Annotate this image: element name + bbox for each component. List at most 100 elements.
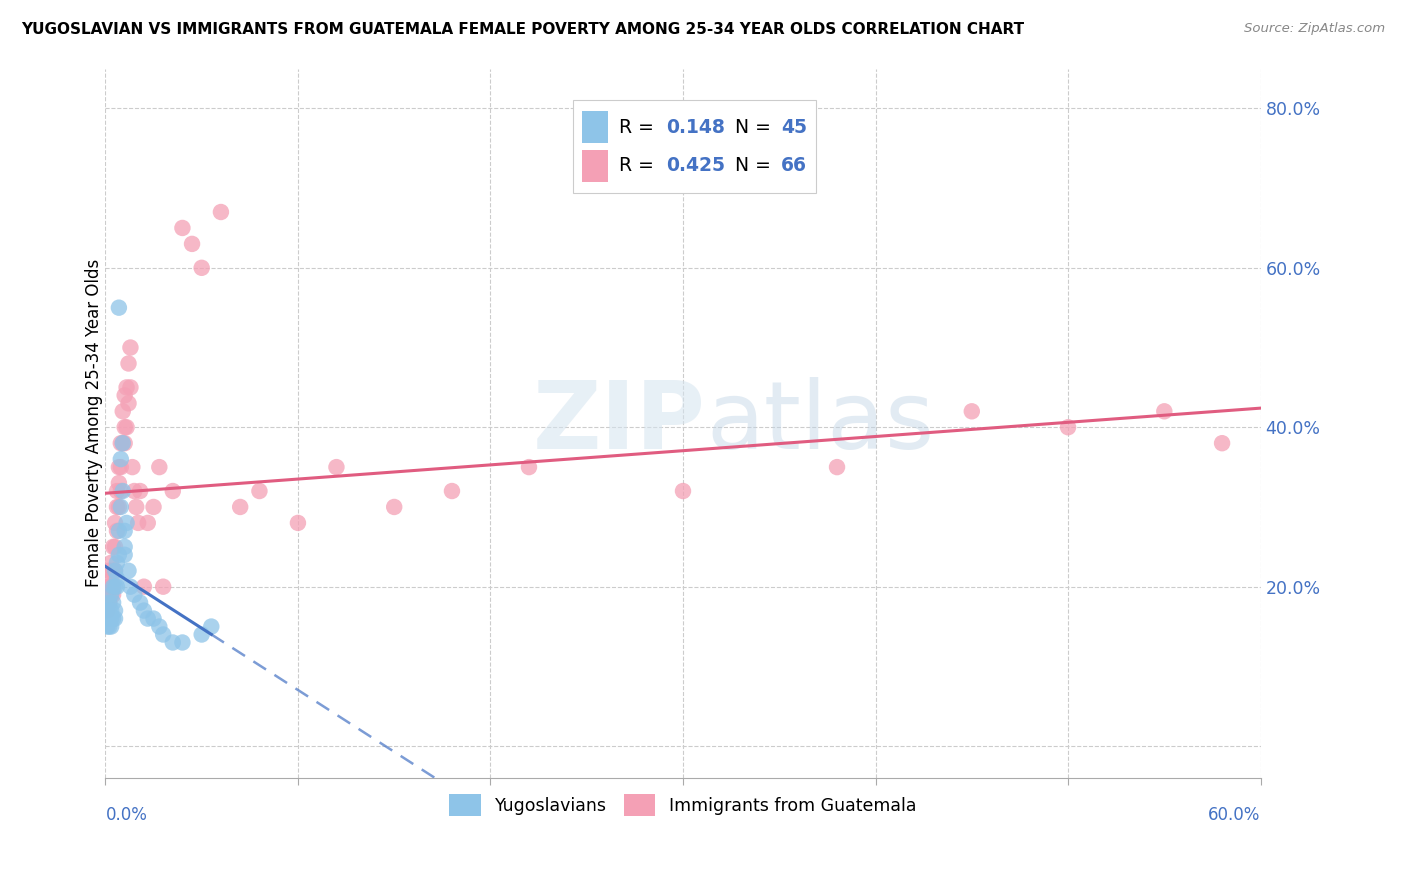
Text: 45: 45 [782, 118, 807, 136]
Point [190, 260, 212, 275]
Point [115, 380, 138, 394]
Point [115, 420, 138, 434]
Point [101, 580, 124, 594]
Point [117, 356, 139, 370]
FancyBboxPatch shape [582, 150, 607, 182]
Point [152, 580, 174, 594]
Point [114, 540, 136, 554]
Point [1057, 420, 1080, 434]
Point [105, 572, 128, 586]
Point [98, 596, 121, 610]
Point [105, 580, 128, 594]
Point [111, 436, 134, 450]
Point [120, 380, 142, 394]
Point [114, 420, 136, 434]
Point [132, 580, 155, 594]
Point [287, 516, 309, 530]
Text: ZIP: ZIP [533, 377, 706, 469]
Point [108, 476, 131, 491]
Point [110, 483, 132, 498]
Point [129, 596, 152, 610]
Point [98, 564, 121, 578]
Point [209, 205, 232, 219]
Point [110, 500, 132, 514]
Point [325, 460, 347, 475]
Point [100, 580, 122, 594]
Point [104, 611, 127, 625]
Point [100, 556, 122, 570]
Point [104, 564, 127, 578]
FancyBboxPatch shape [574, 101, 815, 193]
Point [162, 483, 184, 498]
Point [96, 611, 118, 625]
Point [105, 483, 128, 498]
Point [1153, 404, 1175, 418]
Text: 60.0%: 60.0% [1208, 806, 1261, 824]
Point [114, 524, 136, 538]
Point [249, 483, 271, 498]
Point [101, 540, 124, 554]
Point [110, 460, 132, 475]
Point [114, 388, 136, 402]
Point [127, 516, 149, 530]
Point [117, 396, 139, 410]
Point [1211, 436, 1233, 450]
Point [172, 635, 194, 649]
Point [148, 460, 170, 475]
Point [124, 588, 146, 602]
Point [101, 564, 124, 578]
Point [672, 483, 695, 498]
Legend: Yugoslavians, Immigrants from Guatemala: Yugoslavians, Immigrants from Guatemala [443, 788, 924, 822]
Text: R =: R = [620, 156, 661, 175]
Point [100, 588, 122, 602]
Point [108, 500, 131, 514]
Point [124, 483, 146, 498]
Point [104, 604, 127, 618]
Point [98, 611, 121, 625]
Point [96, 604, 118, 618]
Point [200, 619, 222, 633]
Point [120, 341, 142, 355]
Point [101, 580, 124, 594]
Point [111, 436, 134, 450]
Point [121, 460, 143, 475]
FancyBboxPatch shape [582, 112, 607, 144]
Point [142, 500, 165, 514]
Point [152, 627, 174, 641]
Point [104, 564, 127, 578]
Point [105, 556, 128, 570]
Y-axis label: Female Poverty Among 25-34 Year Olds: Female Poverty Among 25-34 Year Olds [86, 260, 103, 588]
Text: 0.425: 0.425 [665, 156, 724, 175]
Point [108, 524, 131, 538]
Point [96, 580, 118, 594]
Point [960, 404, 983, 418]
Point [100, 619, 122, 633]
Point [115, 516, 138, 530]
Text: 0.0%: 0.0% [105, 806, 148, 824]
Point [96, 604, 118, 618]
Point [100, 588, 122, 602]
Point [100, 611, 122, 625]
Point [136, 611, 159, 625]
Point [825, 460, 848, 475]
Point [104, 516, 127, 530]
Text: 0.148: 0.148 [665, 118, 724, 136]
Point [111, 404, 134, 418]
Point [108, 460, 131, 475]
Point [98, 580, 121, 594]
Point [142, 611, 165, 625]
Text: YUGOSLAVIAN VS IMMIGRANTS FROM GUATEMALA FEMALE POVERTY AMONG 25-34 YEAR OLDS CO: YUGOSLAVIAN VS IMMIGRANTS FROM GUATEMALA… [21, 22, 1024, 37]
Point [98, 596, 121, 610]
Point [101, 588, 124, 602]
Point [181, 236, 204, 251]
Point [162, 635, 184, 649]
Point [110, 436, 132, 450]
Point [104, 540, 127, 554]
Point [96, 596, 118, 610]
Point [132, 604, 155, 618]
Text: Source: ZipAtlas.com: Source: ZipAtlas.com [1244, 22, 1385, 36]
Point [517, 460, 540, 475]
Point [117, 564, 139, 578]
Point [190, 627, 212, 641]
Text: atlas: atlas [706, 377, 935, 469]
